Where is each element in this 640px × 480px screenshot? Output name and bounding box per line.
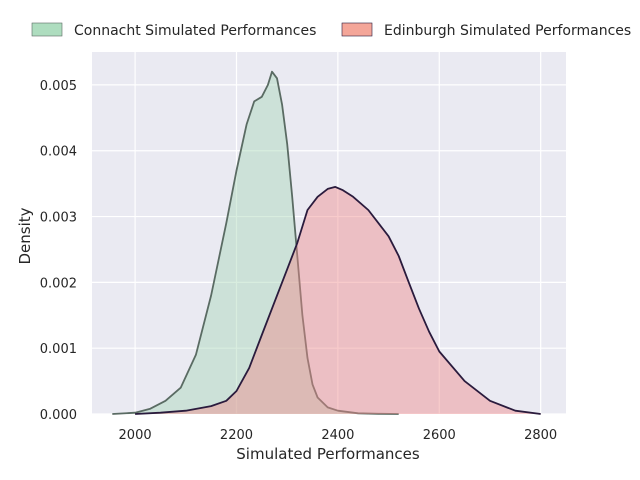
legend-label-0: Connacht Simulated Performances bbox=[74, 23, 316, 39]
legend-swatch-1 bbox=[341, 22, 373, 37]
x-tick-label: 2600 bbox=[423, 428, 456, 443]
density-areas bbox=[112, 70, 541, 415]
legend: Connacht Simulated Performances Edinburgh… bbox=[31, 22, 631, 39]
y-tick-label: 0.002 bbox=[40, 276, 77, 291]
y-tick-label: 0.004 bbox=[40, 145, 77, 160]
density-area-0 bbox=[112, 71, 399, 414]
x-tick-label: 2800 bbox=[524, 428, 557, 443]
density-line-1 bbox=[135, 186, 541, 415]
y-axis-label: Density bbox=[16, 207, 34, 264]
density-line-0 bbox=[112, 70, 399, 415]
grid-lines bbox=[92, 52, 566, 415]
legend-swatch-0 bbox=[31, 22, 63, 37]
x-axis-label: Simulated Performances bbox=[236, 445, 420, 463]
density-area-1 bbox=[135, 186, 541, 414]
y-axis-ticks: 0.000 0.001 0.002 0.003 0.004 0.005 bbox=[40, 79, 77, 423]
x-tick-label: 2400 bbox=[321, 428, 354, 443]
y-tick-label: 0.001 bbox=[40, 342, 77, 357]
plot-background bbox=[92, 52, 566, 414]
y-tick-label: 0.005 bbox=[40, 79, 77, 94]
y-tick-label: 0.003 bbox=[40, 211, 77, 226]
x-tick-label: 2000 bbox=[119, 428, 152, 443]
legend-label-1: Edinburgh Simulated Performances bbox=[384, 23, 631, 39]
x-axis-ticks: 2000 2200 2400 2600 2800 bbox=[119, 428, 558, 443]
x-tick-label: 2200 bbox=[220, 428, 253, 443]
y-tick-label: 0.000 bbox=[40, 408, 77, 423]
